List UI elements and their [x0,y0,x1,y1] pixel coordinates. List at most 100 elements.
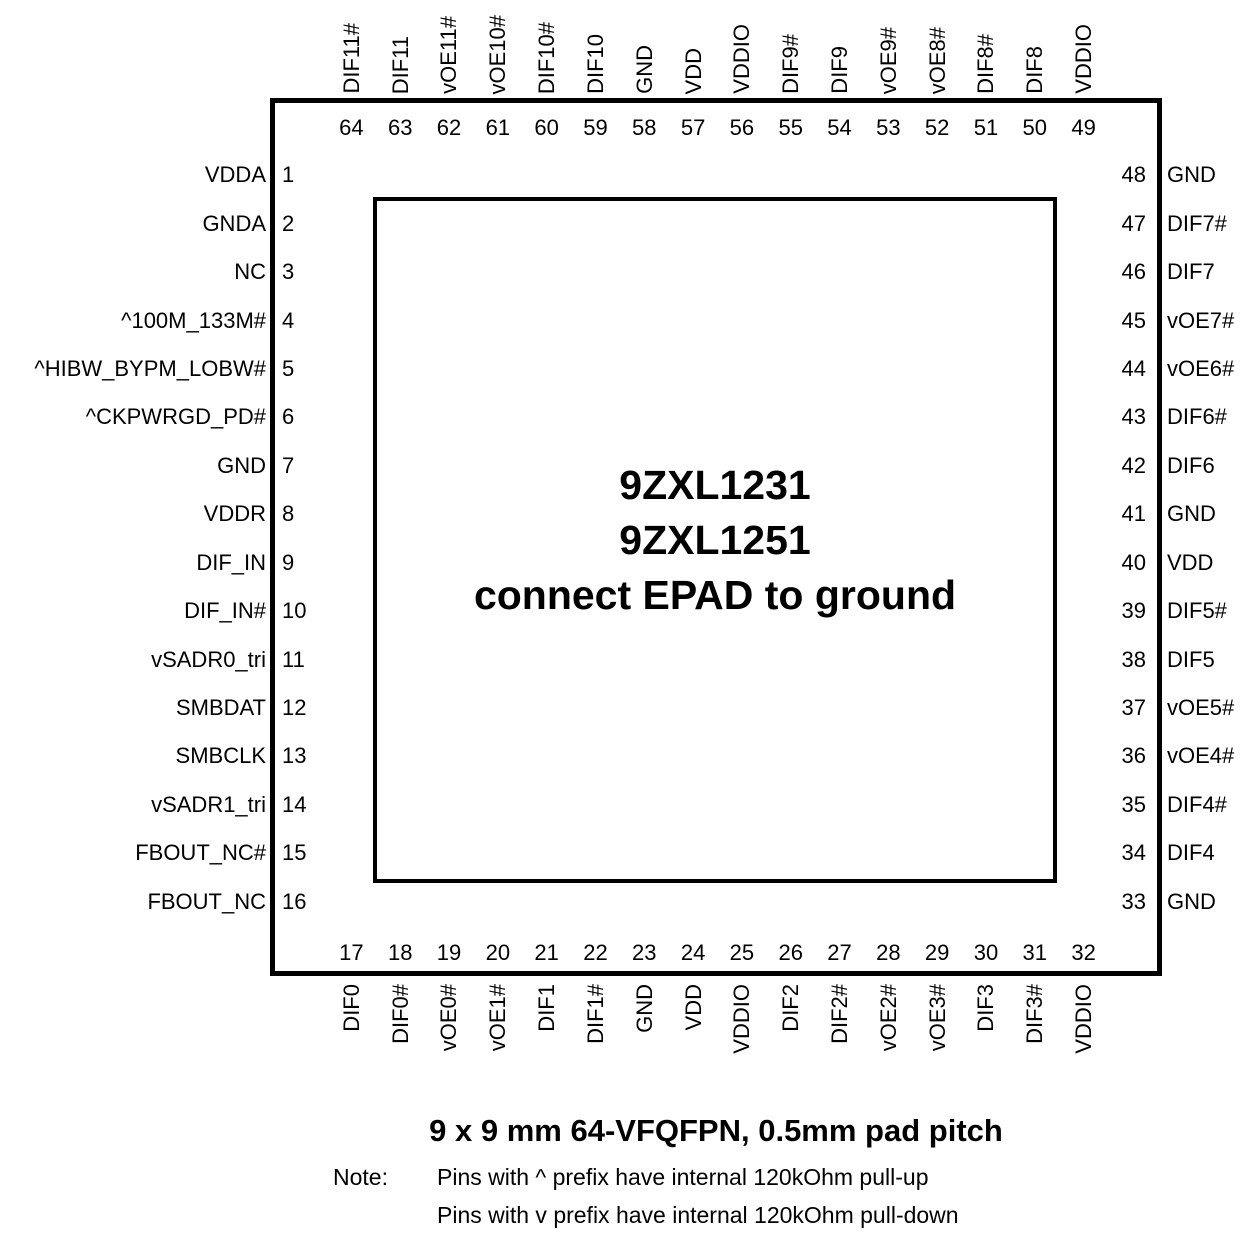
pin-label-cell: DIF10# [522,4,571,94]
pin-label: DIF6 [1167,452,1215,478]
pin-number: 46 [1121,259,1146,285]
pin-label-cell: VDD [669,4,718,94]
pin-number: 26 [778,940,803,965]
pin-label: DIF3 [973,984,999,1032]
pin-number-cell: 10 [282,587,352,635]
pin-label-cell: SMBCLK [0,732,266,780]
pin-number-cell: 45 [1086,296,1146,344]
pin-label-cell: DIF7# [1167,199,1256,247]
pin-label: VDDIO [1071,984,1097,1054]
note-label: Note: [333,1164,388,1190]
pin-label: DIF4# [1167,791,1227,817]
pin-label: DIF10# [534,21,560,94]
pin-number-cell: 55 [766,117,815,139]
pin-label-cell: GND [1167,151,1256,199]
pin-number: 57 [680,115,706,140]
pin-number-cell: 20 [473,942,522,964]
pin-label: DIF_IN [196,549,266,575]
pin-number-cell: 5 [282,345,352,393]
pin-label-cell: GND [1167,490,1256,538]
pin-number-cell: 43 [1086,393,1146,441]
pin-number: 13 [282,743,307,769]
pin-number: 18 [387,940,413,965]
pin-number-cell: 16 [282,878,352,926]
pin-number: 3 [282,259,295,285]
pin-number: 48 [1121,162,1146,188]
pin-number: 7 [282,452,295,478]
pin-number-cell: 49 [1059,117,1108,139]
pin-number-cell: 39 [1086,587,1146,635]
pin-number-cell: 52 [913,117,962,139]
pin-number: 24 [680,940,706,965]
pin-number: 55 [778,115,803,140]
pin-number-cell: 54 [815,117,864,139]
part-number-2: 9ZXL1251 [619,516,811,563]
pin-number-cell: 51 [962,117,1011,139]
pin-number: 28 [876,940,901,965]
pin-label: VDDIO [729,984,755,1054]
note-line-pulldown: Pins with v prefix have internal 120kOhm… [437,1202,959,1228]
pin-label-cell: vOE5# [1167,684,1256,732]
pin-label: GND [1167,162,1216,188]
pin-number-cell: 12 [282,684,352,732]
pin-label-cell: DIF9 [815,4,864,94]
pin-label: DIF10 [582,34,608,94]
pin-number-cell: 57 [669,117,718,139]
pin-label-cell: DIF0# [376,984,425,1104]
pin-label: DIF9# [778,34,804,94]
pin-number-cell: 25 [718,942,767,964]
pin-label-cell: DIF_IN# [0,587,266,635]
pin-label: FBOUT_NC# [135,840,266,866]
pin-number-cell: 17 [327,942,376,964]
pin-number: 2 [282,210,295,236]
pin-label-cell: GNDA [0,199,266,247]
pin-number-cell: 41 [1086,490,1146,538]
pin-label: DIF7 [1167,259,1215,285]
pin-label-cell: VDDIO [1059,984,1108,1104]
pin-label: GND [1167,501,1216,527]
pin-label-cell: DIF8 [1010,4,1059,94]
pin-number-cell: 56 [718,117,767,139]
right-pin-labels: GND DIF7# DIF7 vOE7# vOE6# DIF6# DIF6 GND VDD DIF… [1167,151,1256,926]
pin-label: VDD [680,984,706,1031]
pin-label: DIF7# [1167,210,1227,236]
pin-label: VDD [680,47,706,94]
note-line-pullup: Pins with ^ prefix have internal 120kOhm… [437,1164,929,1190]
pin-label: vOE10# [485,14,511,95]
pin-label-cell: DIF11# [327,4,376,94]
chip-package-outline [270,98,1162,976]
pin-label: vOE6# [1167,355,1235,381]
pin-number-cell: 8 [282,490,352,538]
pin-number-cell: 35 [1086,781,1146,829]
pin-number: 54 [827,115,852,140]
pin-number: 17 [339,940,364,965]
pin-label-cell: GND [620,4,669,94]
pin-label-cell: DIF6# [1167,393,1256,441]
pin-number: 33 [1121,888,1146,914]
pin-number: 29 [924,940,950,965]
pin-label-cell: GND [620,984,669,1104]
pin-label-cell: DIF2# [815,984,864,1104]
left-pin-labels: VDDA GNDA NC ^100M_133M# ^HIBW_BYPM_LOBW# ^CK… [0,151,266,926]
pin-label-cell: vOE1# [473,984,522,1104]
pin-label: VDDA [204,162,266,188]
pin-number-cell: 61 [473,117,522,139]
pin-label-cell: VDD [669,984,718,1104]
pin-number-cell: 38 [1086,635,1146,683]
pin-number: 41 [1121,501,1146,527]
pin-number: 63 [387,115,413,140]
pin-number-cell: 2 [282,199,352,247]
pin-number-cell: 6 [282,393,352,441]
pin-number: 39 [1121,598,1146,624]
pin-label-cell: DIF11 [376,4,425,94]
pin-label: DIF1# [582,984,608,1044]
pin-label-cell: DIF5 [1167,635,1256,683]
pin-label: GND [631,984,657,1033]
pin-number: 22 [583,940,608,965]
pin-label-cell: NC [0,248,266,296]
pin-number-cell: 47 [1086,199,1146,247]
pin-number: 60 [534,115,559,140]
pin-number: 30 [973,940,999,965]
pin-number: 20 [485,940,511,965]
